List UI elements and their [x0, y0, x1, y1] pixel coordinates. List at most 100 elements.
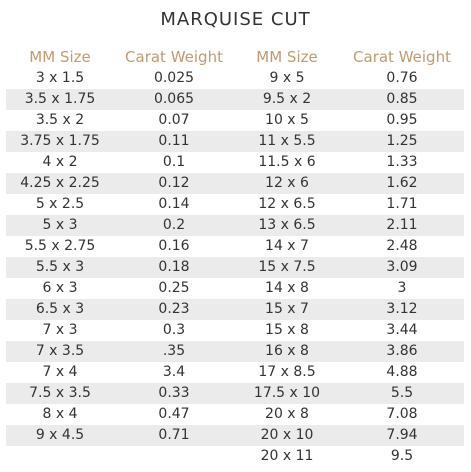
header-carat-weight-right: Carat Weight [353, 48, 451, 66]
chart-title: MARQUISE CUT [160, 9, 311, 30]
carat-weight-left-cell: 0.25 [158, 280, 190, 296]
carat-weight-right-cell: 3.09 [340, 257, 464, 278]
table-row: 20 x 11 9.5 [6, 446, 464, 467]
table-row: 3.5 x 1.75 0.065 9.5 x 2 0.85 [6, 89, 464, 110]
carat-weight-left-cell: 0.47 [158, 406, 190, 422]
mm-size-right-cell: 9.5 x 2 [234, 89, 340, 110]
carat-weight-right-cell: 3.44 [386, 322, 418, 338]
carat-weight-left-cell: 0.07 [158, 112, 190, 128]
mm-size-right-cell: 17.5 x 10 [234, 383, 340, 404]
carat-weight-right-cell: 1.62 [340, 173, 464, 194]
mm-size-left-cell: 5.5 x 3 [6, 257, 114, 278]
mm-size-left-cell: 5 x 3 [6, 215, 114, 236]
table-row: 5 x 2.5 0.14 12 x 6.5 1.71 [6, 194, 464, 215]
carat-weight-left-cell: 0.71 [114, 425, 234, 446]
table-row: 8 x 4 0.47 20 x 8 7.08 [6, 404, 464, 425]
mm-size-left-cell: 8 x 4 [42, 406, 78, 422]
carat-weight-left-cell: 0.025 [153, 70, 195, 86]
mm-size-right-cell: 12 x 6 [234, 173, 340, 194]
carat-weight-right-cell: 0.85 [340, 89, 464, 110]
carat-weight-left-cell: 0.1 [162, 154, 186, 170]
mm-size-left-cell: 3 x 1.5 [35, 70, 85, 86]
carat-weight-right-cell: 7.08 [386, 406, 418, 422]
mm-size-left-cell: 4.25 x 2.25 [6, 173, 114, 194]
carat-weight-right-cell: 3 [397, 280, 407, 296]
carat-weight-right-cell: 2.48 [386, 238, 418, 254]
mm-size-left-cell: 5 x 2.5 [35, 196, 85, 212]
carat-weight-right-cell: 5.5 [340, 383, 464, 404]
carat-weight-left-cell: 0.3 [162, 322, 186, 338]
carat-weight-right-cell: 7.94 [340, 425, 464, 446]
table-row: 6 x 3 0.25 14 x 8 3 [6, 278, 464, 299]
carat-weight-right-cell: 0.95 [386, 112, 418, 128]
mm-size-right-cell: 14 x 7 [265, 238, 309, 254]
carat-weight-left-cell: 0.11 [114, 131, 234, 152]
mm-size-right-cell: 15 x 7 [234, 299, 340, 320]
mm-size-right-cell: 12 x 6.5 [258, 196, 316, 212]
table-row: 7.5 x 3.5 0.33 17.5 x 10 5.5 [6, 383, 464, 404]
mm-size-left-cell: 5.5 x 2.75 [24, 238, 96, 254]
mm-size-right-cell: 20 x 10 [234, 425, 340, 446]
header-mm-size-left: MM Size [29, 48, 91, 66]
mm-size-right-cell: 15 x 7.5 [234, 257, 340, 278]
mm-size-right-cell: 11.5 x 6 [258, 154, 316, 170]
mm-size-left-cell: 6.5 x 3 [6, 299, 114, 320]
carat-weight-right-cell: 2.11 [340, 215, 464, 236]
mm-size-right-cell: 9 x 5 [269, 70, 305, 86]
header-mm-size-right: MM Size [256, 48, 318, 66]
mm-size-right-cell: 20 x 8 [265, 406, 309, 422]
carat-weight-right-cell: 1.33 [386, 154, 418, 170]
mm-size-right-cell: 13 x 6.5 [234, 215, 340, 236]
carat-weight-left-cell: 0.2 [114, 215, 234, 236]
mm-size-right-cell: 15 x 8 [265, 322, 309, 338]
table-row: 7 x 3.5.35 16 x 8 3.86 [6, 341, 464, 362]
carat-weight-right-cell: 9.5 [390, 448, 414, 464]
table-row: 4.25 x 2.25 0.12 12 x 6 1.62 [6, 173, 464, 194]
table-row: 7 x 4 3.4 17 x 8.5 4.88 [6, 362, 464, 383]
mm-size-left-cell: 7 x 3 [42, 322, 78, 338]
carat-weight-left-cell: 0.12 [114, 173, 234, 194]
mm-size-left-cell: 3.5 x 2 [35, 112, 85, 128]
table-row: 9 x 4.5 0.71 20 x 10 7.94 [6, 425, 464, 446]
carat-weight-left-cell: 0.18 [114, 257, 234, 278]
mm-size-right-cell: 17 x 8.5 [258, 364, 316, 380]
carat-weight-right-cell: 3.86 [340, 341, 464, 362]
table-row: 3 x 1.5 0.025 9 x 5 0.76 [6, 68, 464, 89]
size-table: MM Size Carat Weight MM Size Carat Weigh… [6, 47, 464, 467]
mm-size-left-cell: 7.5 x 3.5 [6, 383, 114, 404]
mm-size-left-cell: 3.75 x 1.75 [6, 131, 114, 152]
carat-weight-left-cell: 0.16 [158, 238, 190, 254]
carat-weight-right-cell: 0.76 [386, 70, 418, 86]
mm-size-left-cell: 4 x 2 [42, 154, 78, 170]
table-row: 7 x 3 0.3 15 x 8 3.44 [6, 320, 464, 341]
table-row: 6.5 x 3 0.23 15 x 7 3.12 [6, 299, 464, 320]
table-row: 3.5 x 2 0.07 10 x 5 0.95 [6, 110, 464, 131]
table-row: 4 x 2 0.1 11.5 x 6 1.33 [6, 152, 464, 173]
mm-size-left-cell: 3.5 x 1.75 [6, 89, 114, 110]
carat-weight-right-cell: 4.88 [386, 364, 418, 380]
mm-size-right-cell: 14 x 8 [265, 280, 309, 296]
mm-size-left-cell: 9 x 4.5 [6, 425, 114, 446]
mm-size-right-cell: 16 x 8 [234, 341, 340, 362]
table-row: 5 x 3 0.2 13 x 6.5 2.11 [6, 215, 464, 236]
carat-weight-right-cell: 3.12 [340, 299, 464, 320]
carat-weight-right-cell: 1.25 [340, 131, 464, 152]
carat-weight-left-cell: 0.065 [114, 89, 234, 110]
mm-size-left-cell [6, 446, 114, 467]
table-body: 3 x 1.5 0.025 9 x 5 0.76 3.5 x 1.75 0.065 9.5 … [6, 68, 464, 467]
carat-weight-right-cell: 1.71 [386, 196, 418, 212]
carat-weight-left-cell: 0.14 [158, 196, 190, 212]
mm-size-right-cell: 11 x 5.5 [234, 131, 340, 152]
mm-size-left-cell: 7 x 3.5 [6, 341, 114, 362]
mm-size-right-cell: 20 x 11 [260, 448, 314, 464]
mm-size-left-cell: 6 x 3 [42, 280, 78, 296]
carat-weight-left-cell: .35 [114, 341, 234, 362]
table-row: 5.5 x 3 0.18 15 x 7.5 3.09 [6, 257, 464, 278]
mm-size-left-cell: 7 x 4 [42, 364, 78, 380]
mm-size-right-cell: 10 x 5 [265, 112, 309, 128]
table-row: 5.5 x 2.75 0.16 14 x 7 2.48 [6, 236, 464, 257]
header-carat-weight-left: Carat Weight [125, 48, 223, 66]
carat-weight-left-cell [114, 446, 234, 467]
carat-weight-left-cell: 3.4 [162, 364, 186, 380]
